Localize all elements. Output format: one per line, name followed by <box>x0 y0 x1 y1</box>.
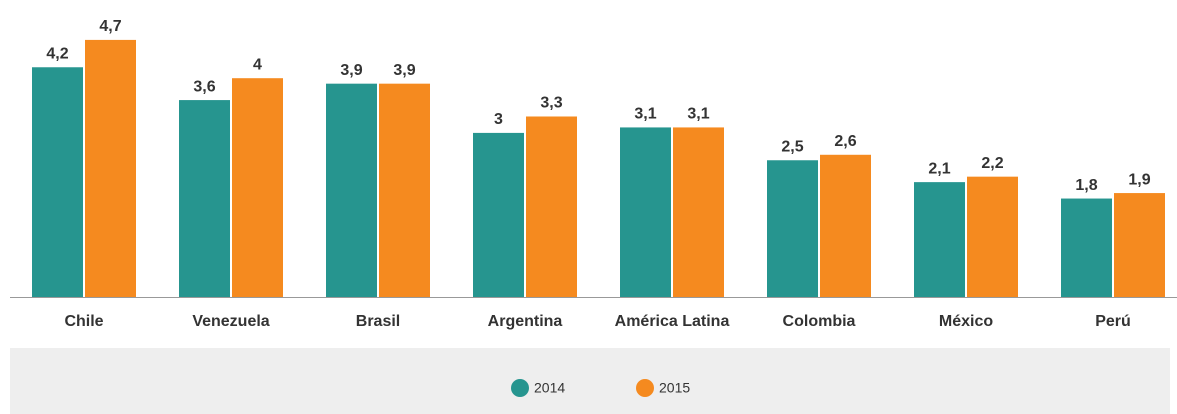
bar <box>673 127 724 298</box>
x-tick-label: Venezuela <box>192 313 269 330</box>
value-label: 3,6 <box>193 78 215 95</box>
value-label: 4,2 <box>46 45 68 62</box>
bar <box>914 182 965 297</box>
bar <box>179 100 230 297</box>
x-tick-label: América Latina <box>615 313 730 330</box>
x-tick-label: México <box>939 313 993 330</box>
value-label: 3,9 <box>393 62 415 79</box>
value-label: 4 <box>253 56 262 73</box>
x-tick-label: Argentina <box>488 313 563 330</box>
bar <box>526 116 577 298</box>
legend-label: 2014 <box>534 380 565 396</box>
bar <box>85 39 136 297</box>
value-label: 2,6 <box>834 133 856 150</box>
value-label: 3 <box>494 111 503 128</box>
value-label: 2,5 <box>781 138 803 155</box>
value-label: 3,9 <box>340 62 362 79</box>
value-label: 4,7 <box>99 18 121 35</box>
bar <box>620 127 671 298</box>
legend-swatch <box>636 379 654 397</box>
value-label: 3,1 <box>687 106 709 123</box>
value-label: 2,2 <box>981 155 1003 172</box>
bar <box>379 83 430 297</box>
legend-label: 2015 <box>659 380 690 396</box>
bar <box>1114 193 1165 297</box>
x-tick-label: Colombia <box>783 313 856 330</box>
bar <box>32 67 83 297</box>
bar <box>232 78 283 297</box>
legend-box <box>10 348 1170 414</box>
value-label: 3,1 <box>634 106 656 123</box>
value-label: 3,3 <box>540 95 562 112</box>
bar <box>967 176 1018 297</box>
x-tick-label: Brasil <box>356 313 400 330</box>
x-tick-label: Perú <box>1095 313 1131 330</box>
bar <box>1061 198 1112 297</box>
bar <box>767 160 818 297</box>
value-label: 2,1 <box>928 160 950 177</box>
bar <box>473 132 524 297</box>
legend-swatch <box>511 379 529 397</box>
value-label: 1,9 <box>1128 171 1150 188</box>
bar <box>326 83 377 297</box>
x-tick-label: Chile <box>64 313 103 330</box>
bar <box>820 154 871 297</box>
value-label: 1,8 <box>1075 177 1097 194</box>
